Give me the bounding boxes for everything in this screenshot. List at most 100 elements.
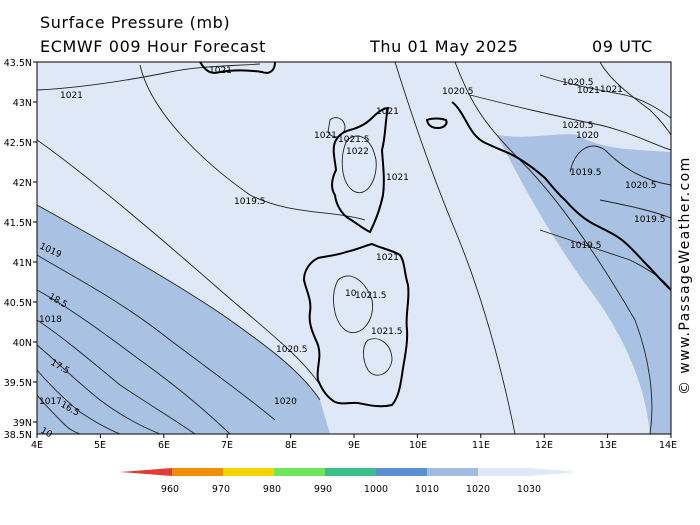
coastline-elba [425, 117, 448, 130]
isobar [37, 394, 81, 434]
isobar-label: 1020 [576, 131, 599, 141]
isobar-label: 1021 [376, 253, 399, 263]
lat-tick-label: 39.5N [4, 378, 32, 389]
isobar [37, 369, 121, 434]
lat-tick-label: 41N [13, 258, 32, 269]
isobar [341, 135, 377, 193]
map-area [37, 62, 671, 434]
forecast-date: Thu 01 May 2025 [370, 37, 519, 56]
isobar-label: 1019.5 [634, 215, 666, 225]
legend-swatch [274, 468, 325, 476]
lat-tick-label: 40.5N [4, 298, 32, 309]
isobar [37, 289, 231, 434]
legend-arrow-low [120, 468, 172, 476]
isobar-label: 1021 [386, 173, 409, 183]
lat-tick-label: 40N [13, 338, 32, 349]
legend-swatch [376, 468, 427, 476]
isobar-label: 1021 [209, 66, 232, 76]
legend-swatch [427, 468, 478, 476]
isobar-label: 1022 [346, 147, 369, 157]
pressure-legend: 960 970 980 990 1000 1010 1020 1030 [120, 468, 578, 495]
site-credit: © www.PassageWeather.com [677, 156, 693, 395]
lon-tick-label: 12E [535, 440, 553, 451]
isobar-label: 1021.5 [371, 327, 403, 337]
isobar [539, 74, 671, 119]
lon-tick-label: 6E [158, 440, 170, 451]
coastline-france [199, 62, 276, 74]
isobar-label: 1019.5 [570, 168, 602, 178]
coastline-corsica [331, 106, 390, 234]
legend-value: 1020 [466, 484, 490, 495]
isobar-label: 1020.5 [442, 87, 474, 97]
legend-swatch [325, 468, 376, 476]
isobar-label: 1021 [314, 131, 337, 141]
isobar [37, 139, 321, 386]
lat-ticks [33, 61, 37, 423]
isobar [37, 63, 261, 91]
isobar-label: 1017 [39, 397, 62, 407]
isobar-label: 1020 [274, 397, 297, 407]
legend-value: 1000 [364, 484, 388, 495]
isobar-label: 1021.5 [355, 291, 387, 301]
coastlines [199, 62, 671, 408]
isobar-label: 1021.5 [338, 135, 370, 145]
legend-value: 1010 [415, 484, 439, 495]
lat-tick-label: 39N [13, 418, 32, 429]
lat-tick-label: 42N [13, 178, 32, 189]
lon-tick-label: 10E [409, 440, 427, 451]
lat-tick-label: 41.5N [4, 218, 32, 229]
lat-tick-label: 43.5N [4, 58, 32, 69]
isobar [599, 62, 671, 136]
lon-tick-label: 5E [94, 440, 106, 451]
isobar-label: 1020.5 [562, 78, 594, 88]
lat-axis: 43.5N 43N 42.5N 42N 41.5N 41N 40.5N 40N … [4, 58, 32, 441]
isobar [37, 204, 321, 401]
legend-value: 970 [212, 484, 230, 495]
legend-swatch [172, 468, 223, 476]
isobar [569, 145, 671, 186]
isobar-label: 1019.5 [570, 241, 602, 251]
isobar-label: 1018 [39, 315, 62, 325]
lon-tick-label: 11E [472, 440, 490, 451]
isobar [363, 338, 393, 376]
lon-tick-label: 14E [659, 440, 677, 451]
lat-tick-label: 43N [13, 98, 32, 109]
forecast-model: ECMWF 009 Hour Forecast [40, 37, 266, 56]
legend-value: 980 [263, 484, 281, 495]
legend-value: 990 [314, 484, 332, 495]
isobar-label: 1021 [60, 91, 83, 101]
lat-tick-label: 38.5N [4, 430, 32, 441]
lon-tick-label: 7E [221, 440, 233, 451]
lon-ticks [36, 434, 672, 438]
legend-arrow-high [529, 468, 578, 476]
legend-value: 960 [161, 484, 179, 495]
lon-axis: 4E 5E 6E 7E 8E 9E 10E 11E 12E 13E 14E [31, 440, 677, 451]
isobars [37, 62, 671, 434]
isobar [37, 254, 276, 421]
lon-tick-label: 13E [599, 440, 617, 451]
isobar-label: 10 [345, 289, 357, 299]
coastline-tuscany [451, 101, 671, 291]
isobar-labels: 1021 1021 1020.5 1021 1021 1021.5 1022 1… [38, 66, 666, 440]
isobar-label: 1021 [600, 85, 623, 95]
isobar [37, 319, 196, 434]
isobar-label: 1020.5 [562, 121, 594, 131]
lon-tick-label: 8E [285, 440, 297, 451]
isobar-label: 1020.5 [625, 181, 657, 191]
coastline-sardinia [302, 242, 410, 408]
isobar [469, 94, 671, 151]
isobar [454, 62, 653, 434]
map-title: Surface Pressure (mb) [40, 13, 231, 32]
low-pressure-band-east [497, 134, 671, 434]
isobar [333, 275, 374, 334]
isobar [599, 199, 671, 219]
isobar-label: 1021 [577, 86, 600, 96]
isobar-label: 1020.5 [276, 345, 308, 355]
isobar [327, 117, 346, 138]
lat-tick-label: 42.5N [4, 138, 32, 149]
isobar [139, 64, 366, 221]
lon-tick-label: 9E [348, 440, 360, 451]
isobar [37, 344, 161, 434]
isobar-label: 1019.5 [234, 197, 266, 207]
